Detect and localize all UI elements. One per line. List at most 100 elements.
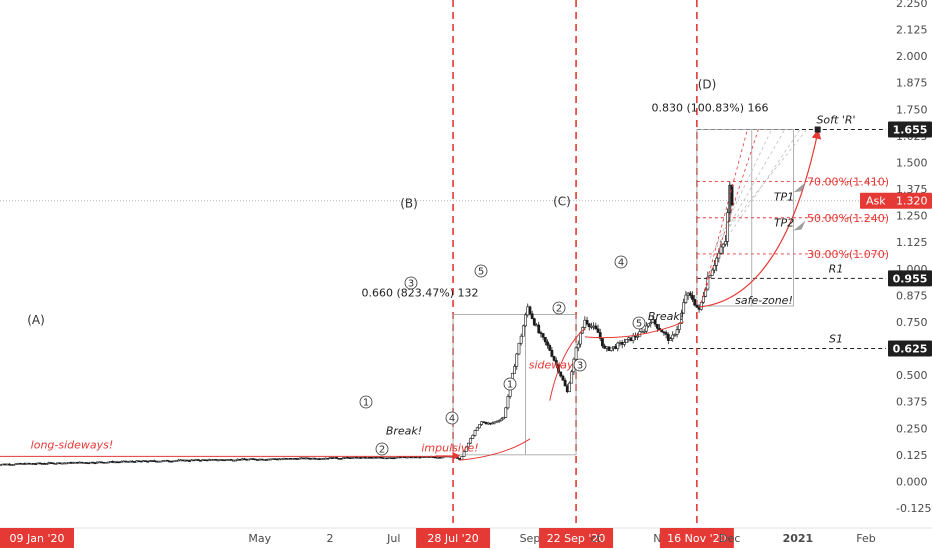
annotation-tp1: TP1 [774, 191, 794, 204]
candle-body [636, 335, 639, 338]
candle-body [640, 331, 644, 333]
candle-body [18, 462, 22, 465]
annotation-break-1: Break! [386, 425, 422, 438]
candle-body [242, 458, 246, 461]
ask-tag-value: 1.320 [896, 195, 928, 208]
x-tick-label: Sep [520, 532, 541, 545]
candle-body [576, 343, 580, 349]
candle-body [548, 345, 552, 351]
candle-body [355, 456, 358, 459]
candle-body [126, 461, 130, 463]
candle-body [730, 184, 734, 206]
y-tick-label: 1.125 [896, 236, 928, 249]
candle-body [671, 334, 675, 340]
candle-body [201, 459, 205, 462]
wave-count-label: 3 [408, 279, 414, 290]
candle-body [65, 462, 68, 465]
candle-body [240, 458, 244, 461]
candle-body [109, 461, 112, 463]
candle-body [456, 457, 459, 459]
candle-body [412, 456, 415, 459]
candle-body [482, 421, 486, 424]
wave-count-label: 3 [577, 361, 583, 372]
candle-body [273, 458, 277, 460]
candle-body [664, 332, 668, 335]
annotation-impulsive: impulsive! [421, 442, 478, 455]
candle-body [491, 422, 494, 425]
candle-body [170, 460, 174, 463]
candle-body [618, 342, 622, 344]
price-tag-bg [888, 340, 932, 357]
candle-body [67, 461, 71, 464]
candle-body [302, 457, 306, 460]
candle-body [54, 463, 57, 465]
candle-body [141, 460, 145, 462]
candle-body [473, 430, 477, 436]
wave-count-circle [375, 442, 389, 456]
candle-body [225, 459, 229, 461]
wave-label-d: (D) [698, 78, 717, 92]
candle-body [34, 463, 38, 465]
candle-body [3, 463, 7, 466]
x-date-highlight [659, 528, 734, 548]
candle-body [5, 463, 9, 466]
tp-arrow-icon [793, 220, 806, 231]
candle-body [311, 457, 314, 460]
target-marker [814, 126, 821, 133]
fib-level-label: 50.00%(1.240) [807, 212, 889, 225]
candle-body [607, 346, 611, 351]
candle-body [238, 458, 242, 461]
candle-body [212, 459, 216, 461]
candle-body [185, 459, 189, 462]
candle-body [552, 356, 556, 361]
candle-body [655, 323, 659, 329]
wave-count-label: 1 [507, 380, 513, 391]
candle-body [409, 456, 413, 459]
candle-body [379, 456, 382, 459]
ask-price-tag: Ask 1.320 [860, 192, 932, 209]
candle-body [56, 462, 60, 465]
price-tag-bg [888, 121, 932, 138]
candle-body [104, 461, 108, 464]
candle-body [168, 460, 172, 463]
candle-body [29, 463, 33, 465]
candle-body [344, 456, 347, 459]
projection-red [700, 129, 759, 303]
candle-body [102, 461, 106, 464]
candle-body [258, 458, 262, 461]
candle-body [471, 435, 475, 439]
sideways-curve [584, 321, 684, 339]
candle-body [644, 325, 648, 332]
wave-count-label: 2 [379, 445, 385, 456]
candle-body [196, 459, 200, 461]
candle-body [267, 458, 270, 461]
candle-body [346, 456, 350, 459]
candle-body [111, 461, 115, 463]
price-tag-bg [888, 270, 932, 287]
candle-body [499, 418, 503, 421]
candle-body [247, 458, 251, 461]
ask-tag-prefix: Ask [866, 195, 886, 208]
candle-body [532, 318, 536, 326]
candle-body [214, 459, 218, 461]
candle-body [521, 325, 525, 337]
candle-body [480, 421, 484, 425]
candle-body [530, 313, 534, 319]
candle-body [23, 463, 27, 465]
candle-body [554, 360, 558, 366]
candle-body [717, 252, 721, 259]
y-tick-label: 0.000 [896, 475, 928, 488]
candle-body [60, 462, 64, 465]
candle-body [166, 459, 169, 462]
candle-body [45, 463, 49, 465]
candle-body [629, 337, 633, 341]
candle-body [649, 322, 653, 325]
x-tick-label: May [248, 532, 271, 545]
candle-body [115, 461, 119, 464]
candle-body [467, 442, 470, 448]
candle-body [95, 461, 99, 464]
candle-body [300, 457, 303, 460]
x-tick-label: 09 Jan '20 [10, 532, 65, 545]
candle-body [271, 458, 275, 460]
